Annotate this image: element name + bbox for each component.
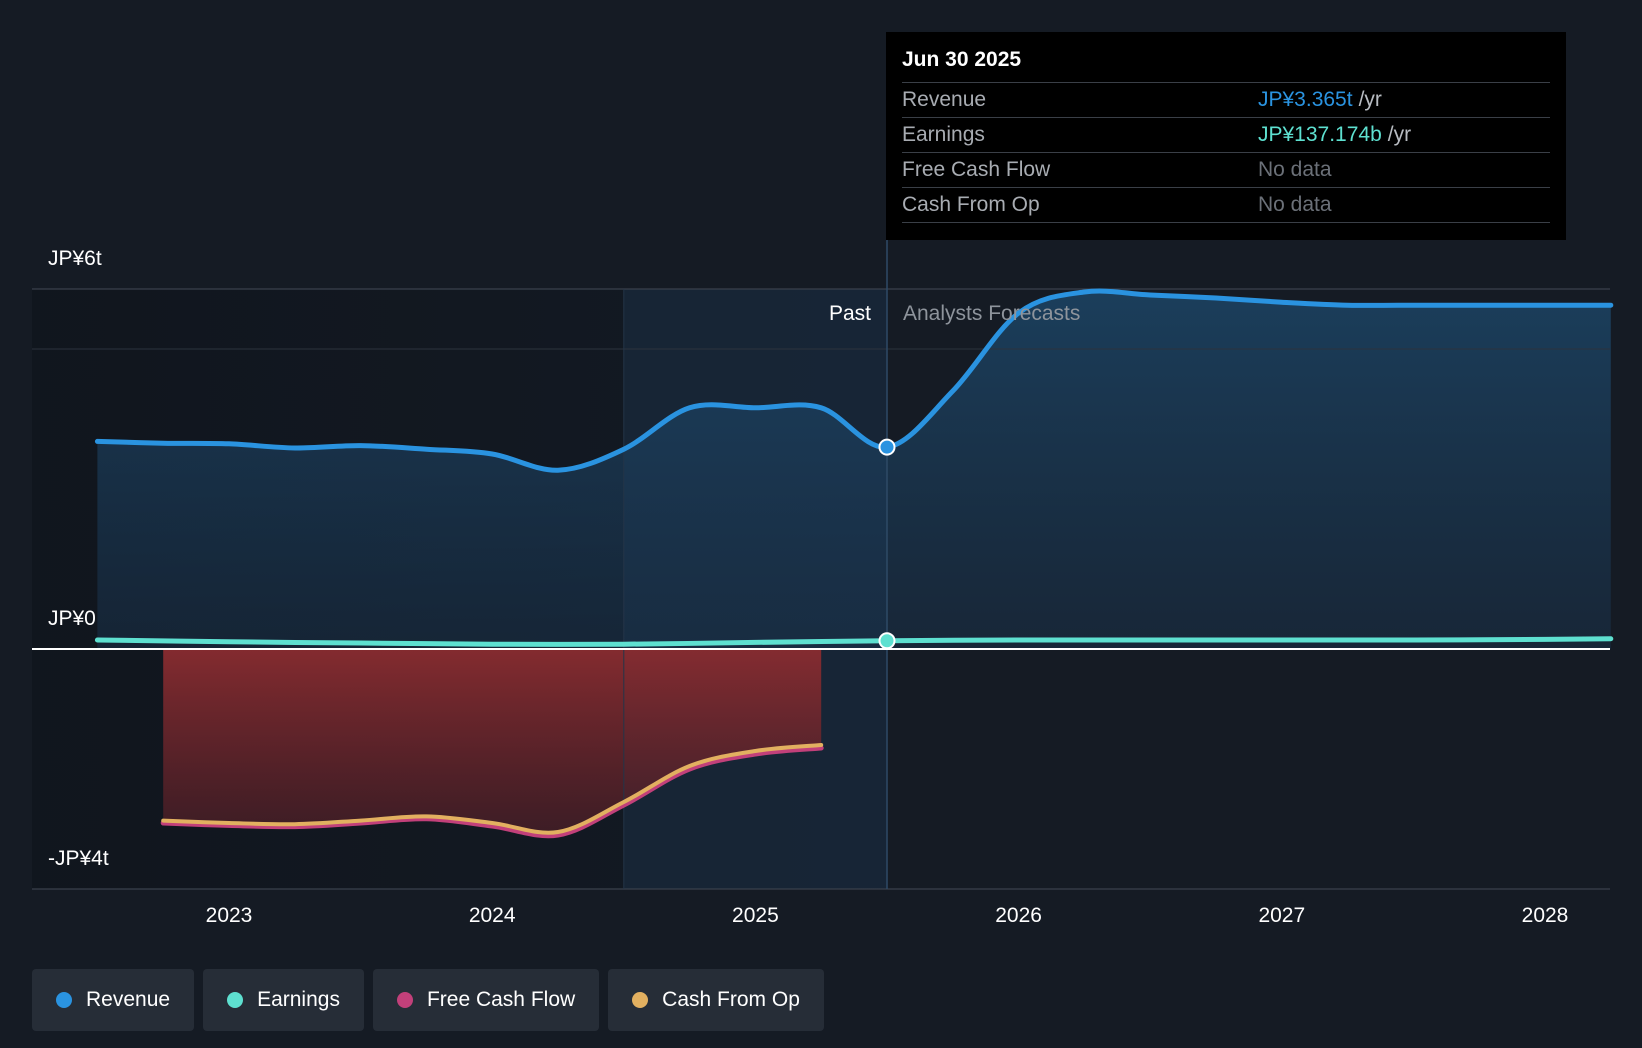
tooltip-label: Free Cash Flow <box>902 158 1051 181</box>
tooltip-date: Jun 30 2025 <box>902 48 1022 71</box>
tooltip-value-group: JP¥137.174b/yr <box>1258 118 1411 152</box>
earnings-marker[interactable] <box>878 632 896 650</box>
x-tick-label: 2024 <box>469 904 516 927</box>
legend-item-free-cash-flow[interactable]: Free Cash Flow <box>372 969 600 1031</box>
tooltip: Jun 30 2025 Revenue JP¥3.365t/yr Earning… <box>886 32 1566 240</box>
tooltip-unit: /yr <box>1387 123 1412 146</box>
legend: Revenue Earnings Free Cash Flow Cash Fro… <box>32 969 824 1031</box>
tooltip-value: No data <box>1258 158 1332 181</box>
legend-item-cash-from-op[interactable]: Cash From Op <box>608 969 824 1031</box>
tooltip-row-free-cash-flow: Free Cash Flow No data <box>902 152 1550 187</box>
legend-label: Cash From Op <box>662 988 800 1011</box>
legend-dot-icon <box>632 992 649 1008</box>
tooltip-value-group: JP¥3.365t/yr <box>1258 83 1382 117</box>
x-tick-label: 2026 <box>995 904 1042 927</box>
revenue-line <box>94 288 1614 473</box>
x-tick-label: 2023 <box>206 904 253 927</box>
tooltip-row-cash-from-op: Cash From Op No data <box>902 187 1550 223</box>
past-label: Past <box>829 302 871 325</box>
y-axis-label: JP¥6t <box>48 247 102 270</box>
forecast-label: Analysts Forecasts <box>903 302 1080 325</box>
revenue-area <box>97 291 1611 649</box>
legend-label: Revenue <box>86 988 171 1011</box>
legend-dot-icon <box>227 992 244 1008</box>
x-tick-label: 2028 <box>1522 904 1569 927</box>
tooltip-value: No data <box>1258 193 1332 216</box>
free-cash-flow-area <box>163 649 822 836</box>
legend-label: Earnings <box>257 988 340 1011</box>
legend-dot-icon <box>56 992 72 1008</box>
tooltip-value: JP¥137.174b <box>1258 123 1382 146</box>
tooltip-row-revenue: Revenue JP¥3.365t/yr <box>902 82 1550 117</box>
cash-from-op-line <box>161 743 824 835</box>
x-tick-label: 2025 <box>732 904 779 927</box>
free-cash-flow-line <box>160 745 824 839</box>
legend-item-revenue[interactable]: Revenue <box>32 969 195 1031</box>
tooltip-label: Revenue <box>902 88 987 111</box>
legend-dot-icon <box>396 992 413 1008</box>
tooltip-row-earnings: Earnings JP¥137.174b/yr <box>902 117 1550 152</box>
revenue-marker[interactable] <box>878 438 896 456</box>
tooltip-unit: /yr <box>1358 88 1382 111</box>
y-axis-label: -JP¥4t <box>48 847 109 870</box>
tooltip-label: Cash From Op <box>902 193 1040 216</box>
tooltip-value: JP¥3.365t <box>1258 88 1353 111</box>
y-axis-label: JP¥0 <box>48 607 96 630</box>
legend-label: Free Cash Flow <box>426 988 576 1011</box>
x-tick-label: 2027 <box>1258 904 1305 927</box>
tooltip-label: Earnings <box>902 123 985 146</box>
legend-item-earnings[interactable]: Earnings <box>203 969 364 1031</box>
